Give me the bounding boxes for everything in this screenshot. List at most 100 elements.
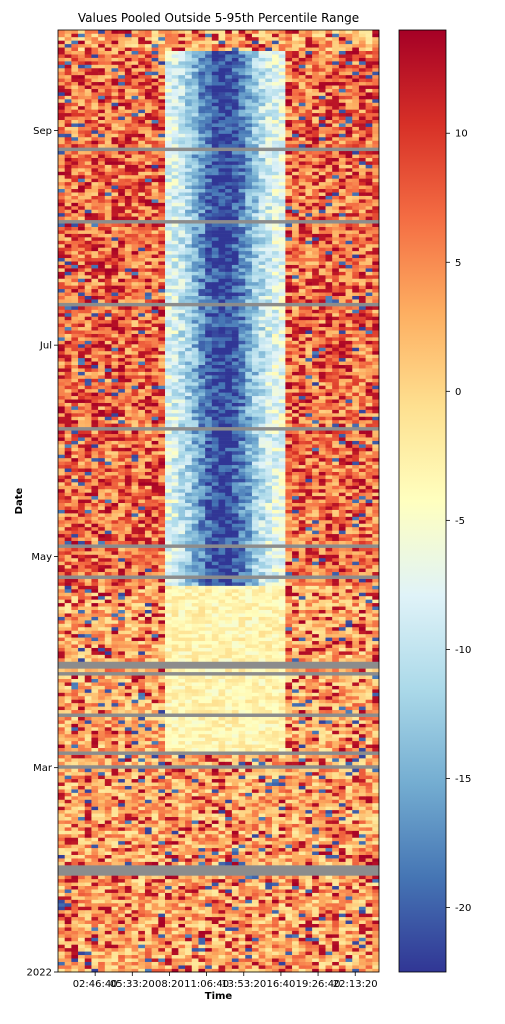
heatmap-cell	[185, 806, 193, 811]
heatmap-cell	[298, 654, 306, 659]
heatmap-cell	[345, 651, 353, 655]
heatmap-cell	[191, 658, 199, 662]
heatmap-cell	[191, 909, 199, 914]
heatmap-cell	[144, 799, 152, 804]
heatmap-cell	[211, 861, 219, 866]
heatmap-cell	[225, 754, 233, 759]
heatmap-cell	[338, 716, 346, 721]
heatmap-cell	[98, 885, 106, 890]
heatmap-cell	[131, 609, 139, 614]
heatmap-cell	[231, 940, 239, 945]
heatmap-cell	[131, 637, 139, 642]
heatmap-cell	[118, 637, 126, 642]
heatmap-cell	[138, 613, 146, 617]
heatmap-cell	[205, 592, 213, 597]
heatmap-cell	[78, 626, 86, 631]
heatmap-cell	[345, 778, 353, 783]
heatmap-cell	[265, 692, 273, 697]
heatmap-cell	[64, 630, 72, 635]
heatmap-cell	[312, 775, 320, 780]
heatmap-cell	[325, 730, 333, 735]
heatmap-cell	[84, 789, 92, 793]
heatmap-cell	[84, 720, 92, 724]
heatmap-cell	[191, 771, 199, 776]
heatmap-cell	[231, 720, 239, 724]
heatmap-cell	[278, 961, 286, 966]
heatmap-cell	[58, 920, 65, 924]
heatmap-cell	[211, 689, 219, 693]
heatmap-cell	[158, 709, 166, 714]
heatmap-cell	[265, 599, 273, 604]
chart-title: Values Pooled Outside 5-95th Percentile …	[78, 11, 359, 25]
heatmap-cell	[272, 947, 279, 952]
heatmap-cell	[71, 882, 79, 887]
heatmap-cell	[211, 768, 219, 773]
heatmap-cell	[278, 909, 286, 914]
heatmap-cell	[71, 695, 79, 700]
heatmap-cell	[111, 934, 119, 938]
heatmap-cell	[231, 785, 239, 790]
heatmap-cell	[218, 854, 226, 859]
heatmap-cell	[151, 720, 159, 724]
heatmap-cell	[272, 875, 279, 880]
heatmap-cell	[318, 806, 326, 811]
heatmap-cell	[358, 854, 366, 859]
heatmap-cell	[372, 588, 380, 593]
heatmap-cell	[225, 747, 233, 752]
heatmap-cell	[225, 723, 233, 728]
heatmap-cell	[64, 668, 72, 673]
heatmap-cell	[265, 761, 273, 766]
heatmap-cell	[71, 682, 79, 686]
heatmap-cell	[372, 861, 380, 866]
heatmap-cell	[111, 730, 119, 735]
heatmap-cell	[238, 692, 246, 697]
heatmap-cell	[211, 854, 219, 859]
heatmap-cell	[138, 606, 146, 610]
heatmap-cell	[151, 616, 159, 621]
heatmap-cell	[144, 968, 152, 973]
heatmap-cell	[325, 592, 333, 597]
heatmap-cell	[98, 944, 106, 949]
heatmap-cell	[178, 737, 186, 742]
heatmap-cell	[278, 861, 286, 866]
heatmap-cell	[138, 678, 146, 683]
heatmap-cell	[251, 592, 259, 597]
heatmap-cell	[211, 947, 219, 952]
heatmap-cell	[91, 678, 99, 683]
heatmap-cell	[285, 647, 293, 652]
heatmap-cell	[58, 620, 65, 624]
heatmap-cell	[332, 595, 340, 600]
heatmap-cell	[265, 775, 273, 780]
heatmap-cell	[111, 616, 119, 621]
heatmap-cell	[104, 909, 112, 914]
heatmap-cell	[118, 699, 126, 704]
heatmap-cell	[245, 861, 253, 866]
heatmap-cell	[64, 582, 72, 586]
heatmap-cell	[111, 837, 119, 842]
heatmap-cell	[191, 630, 199, 635]
heatmap-cell	[111, 785, 119, 790]
heatmap-cell	[118, 947, 126, 952]
heatmap-cell	[358, 606, 366, 610]
heatmap-cell	[272, 602, 279, 607]
heatmap-cell	[165, 602, 172, 607]
heatmap-cell	[205, 678, 213, 683]
heatmap-cell	[365, 702, 373, 707]
heatmap-cell	[272, 654, 279, 659]
heatmap-cell	[131, 951, 139, 956]
heatmap-cell	[98, 630, 106, 635]
heatmap-cell	[178, 588, 186, 593]
heatmap-cell	[165, 599, 172, 604]
heatmap-cell	[365, 847, 373, 852]
heatmap-cell	[198, 616, 206, 621]
heatmap-cell	[345, 626, 353, 631]
heatmap-cell	[265, 837, 273, 842]
heatmap-cell	[198, 802, 206, 807]
heatmap-cell	[332, 616, 340, 621]
heatmap-cell	[238, 816, 246, 821]
heatmap-cell	[78, 692, 86, 697]
heatmap-cell	[64, 588, 72, 593]
heatmap-cell	[218, 727, 226, 731]
heatmap-cell	[64, 844, 72, 849]
heatmap-cell	[332, 889, 340, 893]
